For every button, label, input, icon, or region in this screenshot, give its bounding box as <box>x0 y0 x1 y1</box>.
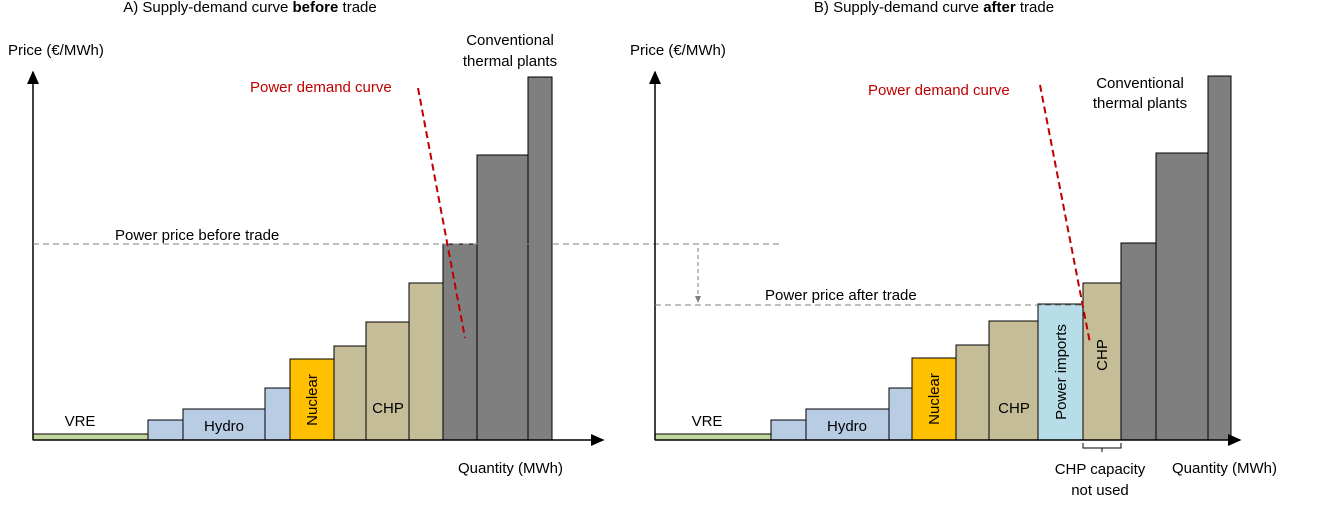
unused-label: CHP capacity <box>1055 461 1146 478</box>
bar <box>32 433 149 441</box>
bar-label: Power imports <box>1053 324 1070 420</box>
y-axis-label: Price (€/MWh) <box>8 42 104 59</box>
demand-curve <box>417 87 466 339</box>
bar-label: Hydro <box>204 418 244 435</box>
thermal-label: Conventional <box>1096 75 1184 92</box>
bar-label: CHP <box>1094 339 1111 371</box>
bar <box>654 433 772 441</box>
price-label: Power price after trade <box>765 287 917 304</box>
bar <box>770 419 807 441</box>
unused-label: not used <box>1071 482 1129 499</box>
demand-label: Power demand curve <box>250 79 392 96</box>
bar <box>147 419 184 441</box>
bar <box>988 320 1039 441</box>
bar <box>476 154 529 441</box>
bar-label: Nuclear <box>304 374 321 426</box>
x-axis-label: Quantity (MWh) <box>1172 460 1277 477</box>
bar-label: VRE <box>692 413 723 430</box>
price-label: Power price before trade <box>115 227 279 244</box>
bar <box>1155 152 1209 441</box>
thermal-label: thermal plants <box>1093 95 1187 112</box>
x-axis-label: Quantity (MWh) <box>458 460 563 477</box>
bar-label: VRE <box>65 413 96 430</box>
bar <box>888 387 913 441</box>
brace <box>1082 443 1122 452</box>
panel-title: A) Supply-demand curve before trade <box>123 0 376 16</box>
bar <box>1120 242 1157 441</box>
bar <box>264 387 291 441</box>
bar <box>442 243 478 441</box>
bar <box>527 76 553 441</box>
bar-label: CHP <box>998 400 1030 417</box>
demand-label: Power demand curve <box>868 82 1010 99</box>
bar <box>182 408 266 441</box>
panel-b: B) Supply-demand curve after trade Price… <box>630 0 1277 499</box>
thermal-label: Conventional <box>466 32 554 49</box>
panel-title: B) Supply-demand curve after trade <box>814 0 1054 16</box>
y-axis-label: Price (€/MWh) <box>630 42 726 59</box>
bar <box>408 282 444 441</box>
bar <box>333 345 367 441</box>
panel-a: A) Supply-demand curve before trade Pric… <box>8 0 780 477</box>
bar-label: Hydro <box>827 418 867 435</box>
bar <box>365 321 410 441</box>
bar-label: Nuclear <box>926 373 943 425</box>
bar <box>955 344 990 441</box>
bar-label: CHP <box>372 400 404 417</box>
bar <box>1207 75 1232 441</box>
bar <box>289 358 335 441</box>
thermal-label: thermal plants <box>463 53 557 70</box>
